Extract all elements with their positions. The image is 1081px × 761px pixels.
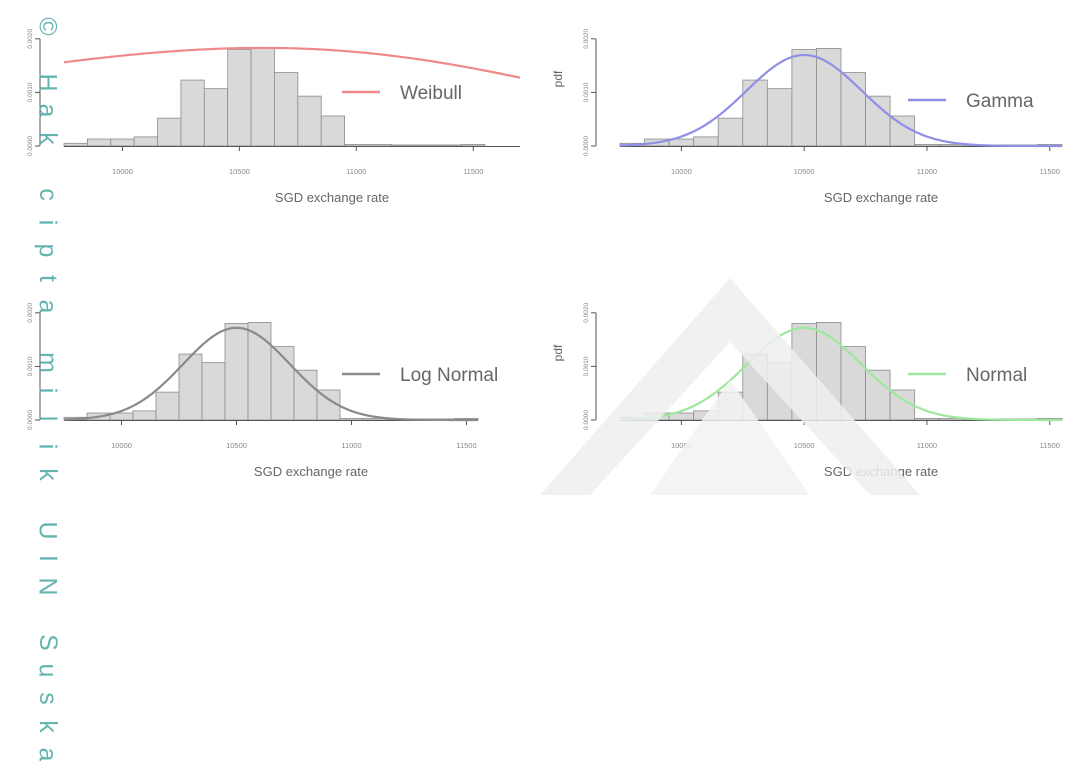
x-tick-label: 10000 <box>111 441 132 450</box>
x-tick-label: 11500 <box>1040 167 1060 176</box>
y-tick-label: 0.0020 <box>27 28 34 48</box>
y-tick-label: 0.0000 <box>27 410 34 430</box>
watermark-glyph: I <box>33 555 62 562</box>
x-tick-label: 10500 <box>794 441 815 450</box>
histogram-bar <box>717 391 744 421</box>
density-curve-gamma <box>619 53 1062 148</box>
histogram-bar <box>791 323 817 421</box>
histogram-bar <box>203 88 229 147</box>
watermark-glyph: s <box>33 692 62 705</box>
gamma-panel: 10000 10500 11000 11500 SGD exchange rate 0.0… <box>551 28 1063 205</box>
histogram-bar <box>889 115 916 147</box>
histogram-bar <box>110 138 135 147</box>
histogram-bar <box>693 410 719 421</box>
x-tick-label: 10000 <box>112 167 133 176</box>
y-tick-label: 0.0010 <box>27 82 34 102</box>
histogram-bar <box>155 391 180 421</box>
histogram-bar <box>914 417 940 421</box>
histogram-bar <box>344 143 369 147</box>
x-axis-label: SGD exchange rate <box>254 464 368 479</box>
histogram-bar <box>224 323 249 421</box>
weibull-panel: 10000 10500 11000 11500 SGD exchange rate 0.0… <box>27 28 521 205</box>
histogram-bar <box>297 95 322 147</box>
x-tick-label: 11000 <box>917 441 937 450</box>
histogram-bar <box>766 88 793 147</box>
x-tick-label: 11000 <box>917 167 937 176</box>
histogram-bar <box>791 49 817 147</box>
histogram-bar <box>414 144 439 147</box>
x-tick-label: 10000 <box>671 167 692 176</box>
histogram-bar <box>293 369 318 421</box>
watermark-glyph: u <box>33 663 62 678</box>
watermark-glyph: U <box>33 521 62 540</box>
histogram-bar <box>227 49 252 147</box>
x-tick-label: 10500 <box>794 167 815 176</box>
histogram-bar <box>717 117 744 147</box>
histogram-bar <box>157 117 182 147</box>
watermark-glyph <box>34 611 59 618</box>
watermark-glyph <box>34 499 59 506</box>
histogram-bar <box>437 144 462 147</box>
y-tick-label: 0.0010 <box>27 356 34 376</box>
x-tick-label: 11000 <box>346 167 366 176</box>
histogram-bar <box>250 48 275 147</box>
legend-label: Weibull <box>400 83 462 104</box>
x-tick-label: 11500 <box>463 167 483 176</box>
watermark-glyph: S <box>33 634 62 651</box>
x-axis-label: SGD exchange rate <box>275 190 389 205</box>
y-tick-label: 0.0010 <box>583 356 590 376</box>
x-tick-label: 11000 <box>341 441 361 450</box>
x-axis-label: SGD exchange rate <box>824 190 938 205</box>
y-tick-label: 0.0020 <box>583 302 590 322</box>
y-tick-label: 0.0000 <box>583 136 590 156</box>
lognormal-panel: 10000 10500 11000 11500 SGD exchange rate 0.0… <box>27 302 498 479</box>
histogram-bar <box>133 136 158 147</box>
watermark-glyph: k <box>33 720 62 733</box>
histogram-bar <box>914 143 940 147</box>
watermark-glyph: a <box>33 747 62 761</box>
histogram-bar <box>320 115 346 147</box>
histogram-bar <box>766 362 793 421</box>
histogram-bar <box>865 95 891 147</box>
legend-label: Log Normal <box>400 365 498 386</box>
figure-canvas: 10000 10500 11000 11500 SGD exchange rate 0.0… <box>27 28 1063 479</box>
histogram-bar <box>63 142 88 147</box>
histogram-bar <box>693 136 719 147</box>
y-tick-label: 0.0000 <box>27 136 34 156</box>
histogram-bar <box>132 410 157 421</box>
histogram-bar <box>390 144 416 147</box>
legend-label: Gamma <box>966 91 1034 112</box>
histogram-bar <box>865 369 891 421</box>
x-tick-label: 10500 <box>229 167 250 176</box>
histogram-bar <box>367 143 392 147</box>
histogram-bar <box>180 79 205 147</box>
density-curve-log-normal <box>63 326 478 422</box>
y-tick-label: 0.0010 <box>583 82 590 102</box>
normal-panel: 10000 10500 11000 11500 SGD exchange rate 0.0… <box>551 302 1063 479</box>
y-axis-label: pdf <box>551 344 565 361</box>
y-tick-label: 0.0020 <box>583 28 590 48</box>
x-tick-label: 10500 <box>226 441 247 450</box>
x-tick-label: 11500 <box>456 441 476 450</box>
x-tick-label: 11500 <box>1040 441 1060 450</box>
histogram-bar <box>86 138 112 147</box>
histogram-bar <box>274 72 299 147</box>
watermark-glyph: N <box>33 577 62 596</box>
histogram-bar <box>201 362 226 421</box>
x-tick-label: 10000 <box>671 441 692 450</box>
density-curve-weibull <box>63 46 521 79</box>
x-axis-label: SGD exchange rate <box>824 464 938 479</box>
y-axis-label: pdf <box>551 70 565 87</box>
y-tick-label: 0.0000 <box>583 410 590 430</box>
legend-label: Normal <box>966 365 1027 386</box>
y-tick-label: 0.0020 <box>27 302 34 322</box>
histogram-bar <box>461 143 486 147</box>
histogram-bar <box>339 417 364 421</box>
